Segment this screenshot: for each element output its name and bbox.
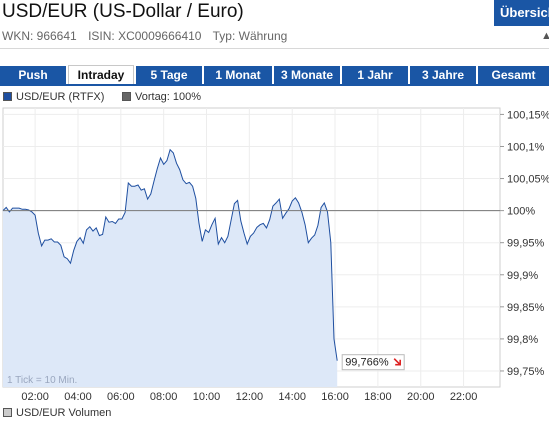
divider: [0, 48, 549, 49]
x-tick-label: 02:00: [21, 391, 49, 403]
volume-legend: USD/EUR Volumen: [3, 407, 111, 419]
x-tick-label: 14:00: [278, 391, 306, 403]
x-tick-label: 04:00: [64, 391, 92, 403]
page-title: USD/EUR (US-Dollar / Euro): [2, 1, 244, 22]
x-tick-label: 10:00: [193, 391, 221, 403]
series-line: [2, 148, 338, 361]
isin-text: ISIN: XC0009666410: [88, 29, 202, 43]
tab-1-jahr[interactable]: 1 Jahr: [342, 66, 408, 85]
legend-prev-label: Vortag: 100%: [135, 91, 202, 103]
overview-button[interactable]: Übersicht: [494, 0, 549, 26]
series-area: [3, 149, 338, 387]
y-tick-label: 100%: [507, 206, 535, 218]
instrument-ids: WKN: 966641 ISIN: XC0009666410 Typ: Währ…: [2, 29, 295, 43]
tab-gesamt[interactable]: Gesamt: [478, 66, 549, 85]
arrow-down-icon: [393, 358, 401, 366]
legend-series-label: USD/EUR (RTFX): [16, 91, 105, 103]
x-tick-label: 18:00: [364, 391, 392, 403]
x-tick-label: 08:00: [150, 391, 178, 403]
legend-prev: Vortag: 100%: [122, 91, 201, 103]
y-tick-label: 99,85%: [507, 302, 545, 314]
last-value-box: [341, 354, 405, 371]
volume-legend-label: USD/EUR Volumen: [16, 407, 112, 419]
x-tick-label: 06:00: [107, 391, 135, 403]
volume-swatch-icon: [3, 407, 12, 417]
caret-up-icon[interactable]: ▲: [541, 30, 549, 42]
legend-series: USD/EUR (RTFX): [3, 91, 104, 103]
y-tick-label: 100,05%: [507, 174, 549, 186]
tab-3-monate[interactable]: 3 Monate: [274, 66, 340, 85]
y-tick-label: 100,15%: [507, 109, 549, 121]
tick-note: 1 Tick = 10 Min.: [7, 375, 77, 386]
y-tick-label: 99,75%: [507, 366, 545, 378]
tab-underline: [0, 84, 549, 86]
price-chart: 02:00 04:00 06:00 08:00 10:00 12:00 14:00 16:00…: [2, 107, 549, 403]
y-tick-label: 100,1%: [507, 141, 545, 153]
x-tick-label: 16:00: [321, 391, 349, 403]
y-tick-label: 99,9%: [507, 270, 538, 282]
last-value-label: 99,766%: [345, 357, 389, 369]
tab-5-tage[interactable]: 5 Tage: [136, 66, 202, 85]
wkn-text: WKN: 966641: [2, 29, 77, 43]
x-tick-label: 22:00: [450, 391, 478, 403]
tab-push[interactable]: Push: [0, 66, 66, 85]
tab-1-monat[interactable]: 1 Monat: [204, 66, 272, 85]
x-tick-label: 20:00: [407, 391, 435, 403]
timeframe-tabs: Push Intraday 5 Tage 1 Monat 3 Monate 1 …: [0, 65, 549, 85]
series-swatch-icon: [3, 91, 12, 101]
y-tick-label: 99,8%: [507, 334, 538, 346]
y-tick-label: 99,95%: [507, 238, 545, 250]
x-tick-label: 12:00: [236, 391, 264, 403]
prev-swatch-icon: [122, 91, 131, 101]
tab-3-jahre[interactable]: 3 Jahre: [410, 66, 476, 85]
tab-intraday[interactable]: Intraday: [68, 65, 134, 85]
type-text: Typ: Währung: [212, 29, 288, 43]
